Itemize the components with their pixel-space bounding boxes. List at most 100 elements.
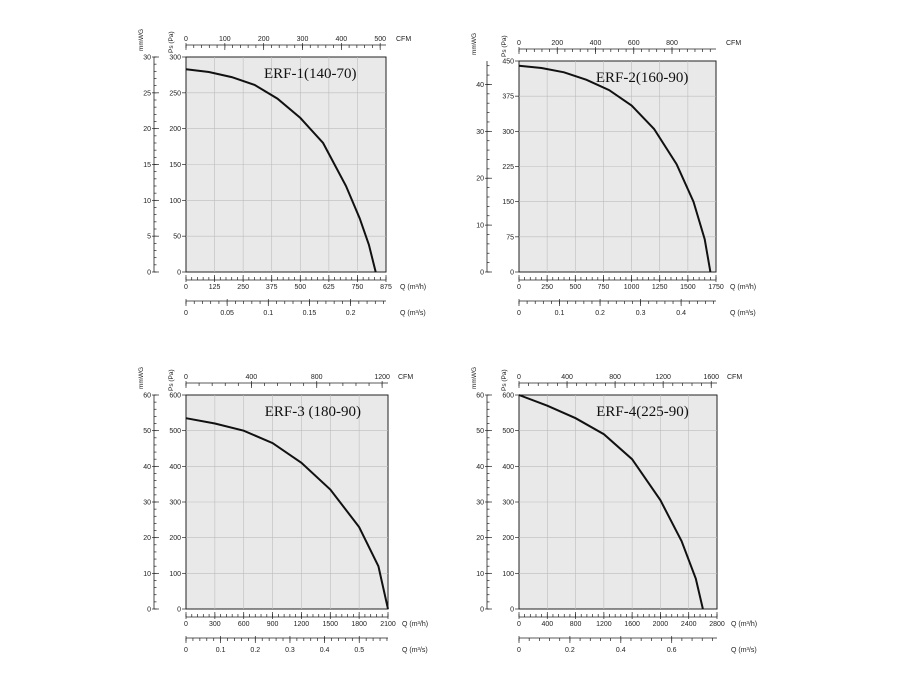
mmwg-axis-title: mmWG <box>138 367 145 389</box>
pa-tick-label: 500 <box>502 428 514 435</box>
m3h-axis-title: Q (m³/h) <box>730 284 756 291</box>
pa-tick-label: 400 <box>169 464 181 471</box>
m3h-tick-label: 250 <box>237 284 249 291</box>
pa-axis-title: Ps (Pa) <box>501 369 508 391</box>
pa-tick-label: 300 <box>169 500 181 507</box>
pa-tick-label: 75 <box>506 234 514 241</box>
cfm-tick-label: 0 <box>517 374 521 381</box>
pa-axis-title: Ps (Pa) <box>168 31 175 53</box>
m3h-axis-title: Q (m³/h) <box>402 621 428 628</box>
pa-axis-title: Ps (Pa) <box>501 35 508 57</box>
m3h-tick-label: 500 <box>294 284 306 291</box>
chart-title: ERF-3 (180-90) <box>265 404 361 420</box>
m3h-tick-label: 1750 <box>708 284 724 291</box>
pa-tick-label: 0 <box>510 270 514 277</box>
m3s-tick-label: 0 <box>184 647 188 654</box>
pa-tick-label: 400 <box>502 464 514 471</box>
m3h-tick-label: 800 <box>570 621 582 628</box>
m3s-axis-title: Q (m³/s) <box>400 310 426 317</box>
m3s-tick-label: 0.3 <box>285 647 295 654</box>
cfm-tick-label: 400 <box>590 40 602 47</box>
pa-tick-label: 200 <box>169 126 181 133</box>
m3s-tick-label: 0.1 <box>555 310 565 317</box>
mmwg-tick-label: 30 <box>143 500 151 507</box>
mmwg-tick-label: 10 <box>143 571 151 578</box>
m3h-tick-label: 875 <box>380 284 392 291</box>
pa-tick-label: 300 <box>169 55 181 62</box>
m3h-tick-label: 1000 <box>624 284 640 291</box>
chart-panel-2: 0 75 150 225 300 375 450 Ps (Pa) 0 10 20 30 40 mmWG 0 2… <box>471 33 756 317</box>
cfm-tick-label: 1600 <box>703 374 719 381</box>
m3s-axis-title: Q (m³/s) <box>730 310 756 317</box>
mmwg-tick-label: 40 <box>143 464 151 471</box>
pa-tick-label: 0 <box>177 270 181 277</box>
mmwg-tick-label: 30 <box>476 500 484 507</box>
mmwg-tick-label: 0 <box>480 607 484 614</box>
m3h-axis-title: Q (m³/h) <box>731 621 757 628</box>
m3s-tick-label: 0.15 <box>303 310 317 317</box>
mmwg-axis-title: mmWG <box>471 33 478 55</box>
pa-tick-label: 600 <box>169 393 181 400</box>
m3h-tick-label: 750 <box>598 284 610 291</box>
m3s-tick-label: 0.5 <box>354 647 364 654</box>
cfm-axis-title: CFM <box>398 374 413 381</box>
mmwg-tick-label: 0 <box>480 270 484 277</box>
m3h-tick-label: 750 <box>352 284 364 291</box>
cfm-axis-title: CFM <box>727 374 742 381</box>
mmwg-tick-label: 30 <box>143 55 151 62</box>
mmwg-tick-label: 40 <box>476 464 484 471</box>
pa-tick-label: 0 <box>510 607 514 614</box>
chart-panel-1: 0 50 100 150 200 250 300 Ps (Pa) 0 5 10 15 20 25 30 mmW… <box>138 29 426 317</box>
m3h-tick-label: 0 <box>184 284 188 291</box>
m3h-tick-label: 2000 <box>653 621 669 628</box>
pa-tick-label: 375 <box>502 94 514 101</box>
m3h-tick-label: 250 <box>541 284 553 291</box>
pa-tick-label: 200 <box>169 535 181 542</box>
mmwg-tick-label: 10 <box>476 571 484 578</box>
cfm-tick-label: 300 <box>297 36 309 43</box>
m3h-tick-label: 2400 <box>681 621 697 628</box>
chart-title: ERF-2(160-90) <box>596 70 689 86</box>
cfm-axis-title: CFM <box>726 40 741 47</box>
mmwg-tick-label: 5 <box>147 234 151 241</box>
mmwg-tick-label: 40 <box>476 82 484 89</box>
cfm-tick-label: 100 <box>219 36 231 43</box>
pa-tick-label: 225 <box>502 164 514 171</box>
cfm-tick-label: 800 <box>609 374 621 381</box>
pa-tick-label: 200 <box>502 535 514 542</box>
m3h-tick-label: 400 <box>541 621 553 628</box>
m3h-tick-label: 1800 <box>351 621 367 628</box>
m3s-tick-label: 0.05 <box>220 310 234 317</box>
pa-tick-label: 450 <box>502 59 514 66</box>
mmwg-axis-title: mmWG <box>138 29 145 51</box>
m3h-tick-label: 900 <box>267 621 279 628</box>
mmwg-tick-label: 25 <box>143 90 151 97</box>
performance-curve <box>518 394 704 610</box>
m3h-axis-title: Q (m³/h) <box>400 284 426 291</box>
pa-tick-label: 100 <box>502 571 514 578</box>
m3s-tick-label: 0 <box>517 310 521 317</box>
m3s-axis-title: Q (m³/s) <box>731 647 757 654</box>
pa-tick-label: 100 <box>169 571 181 578</box>
pa-tick-label: 100 <box>169 198 181 205</box>
pa-tick-label: 600 <box>502 393 514 400</box>
cfm-tick-label: 0 <box>184 374 188 381</box>
cfm-tick-label: 800 <box>666 40 678 47</box>
m3s-tick-label: 0.2 <box>565 647 575 654</box>
mmwg-tick-label: 60 <box>143 393 151 400</box>
m3s-axis-title: Q (m³/s) <box>402 647 428 654</box>
cfm-tick-label: 1200 <box>374 374 390 381</box>
cfm-tick-label: 400 <box>335 36 347 43</box>
mmwg-axis-title: mmWG <box>471 367 478 389</box>
m3h-tick-label: 300 <box>209 621 221 628</box>
mmwg-tick-label: 20 <box>476 176 484 183</box>
m3h-tick-label: 1200 <box>294 621 310 628</box>
m3h-tick-label: 0 <box>517 621 521 628</box>
m3s-tick-label: 0.4 <box>616 647 626 654</box>
pa-tick-label: 150 <box>169 162 181 169</box>
m3s-tick-label: 0.6 <box>667 647 677 654</box>
m3h-tick-label: 2800 <box>709 621 725 628</box>
m3h-tick-label: 2100 <box>380 621 396 628</box>
cfm-tick-label: 600 <box>628 40 640 47</box>
mmwg-tick-label: 20 <box>143 535 151 542</box>
